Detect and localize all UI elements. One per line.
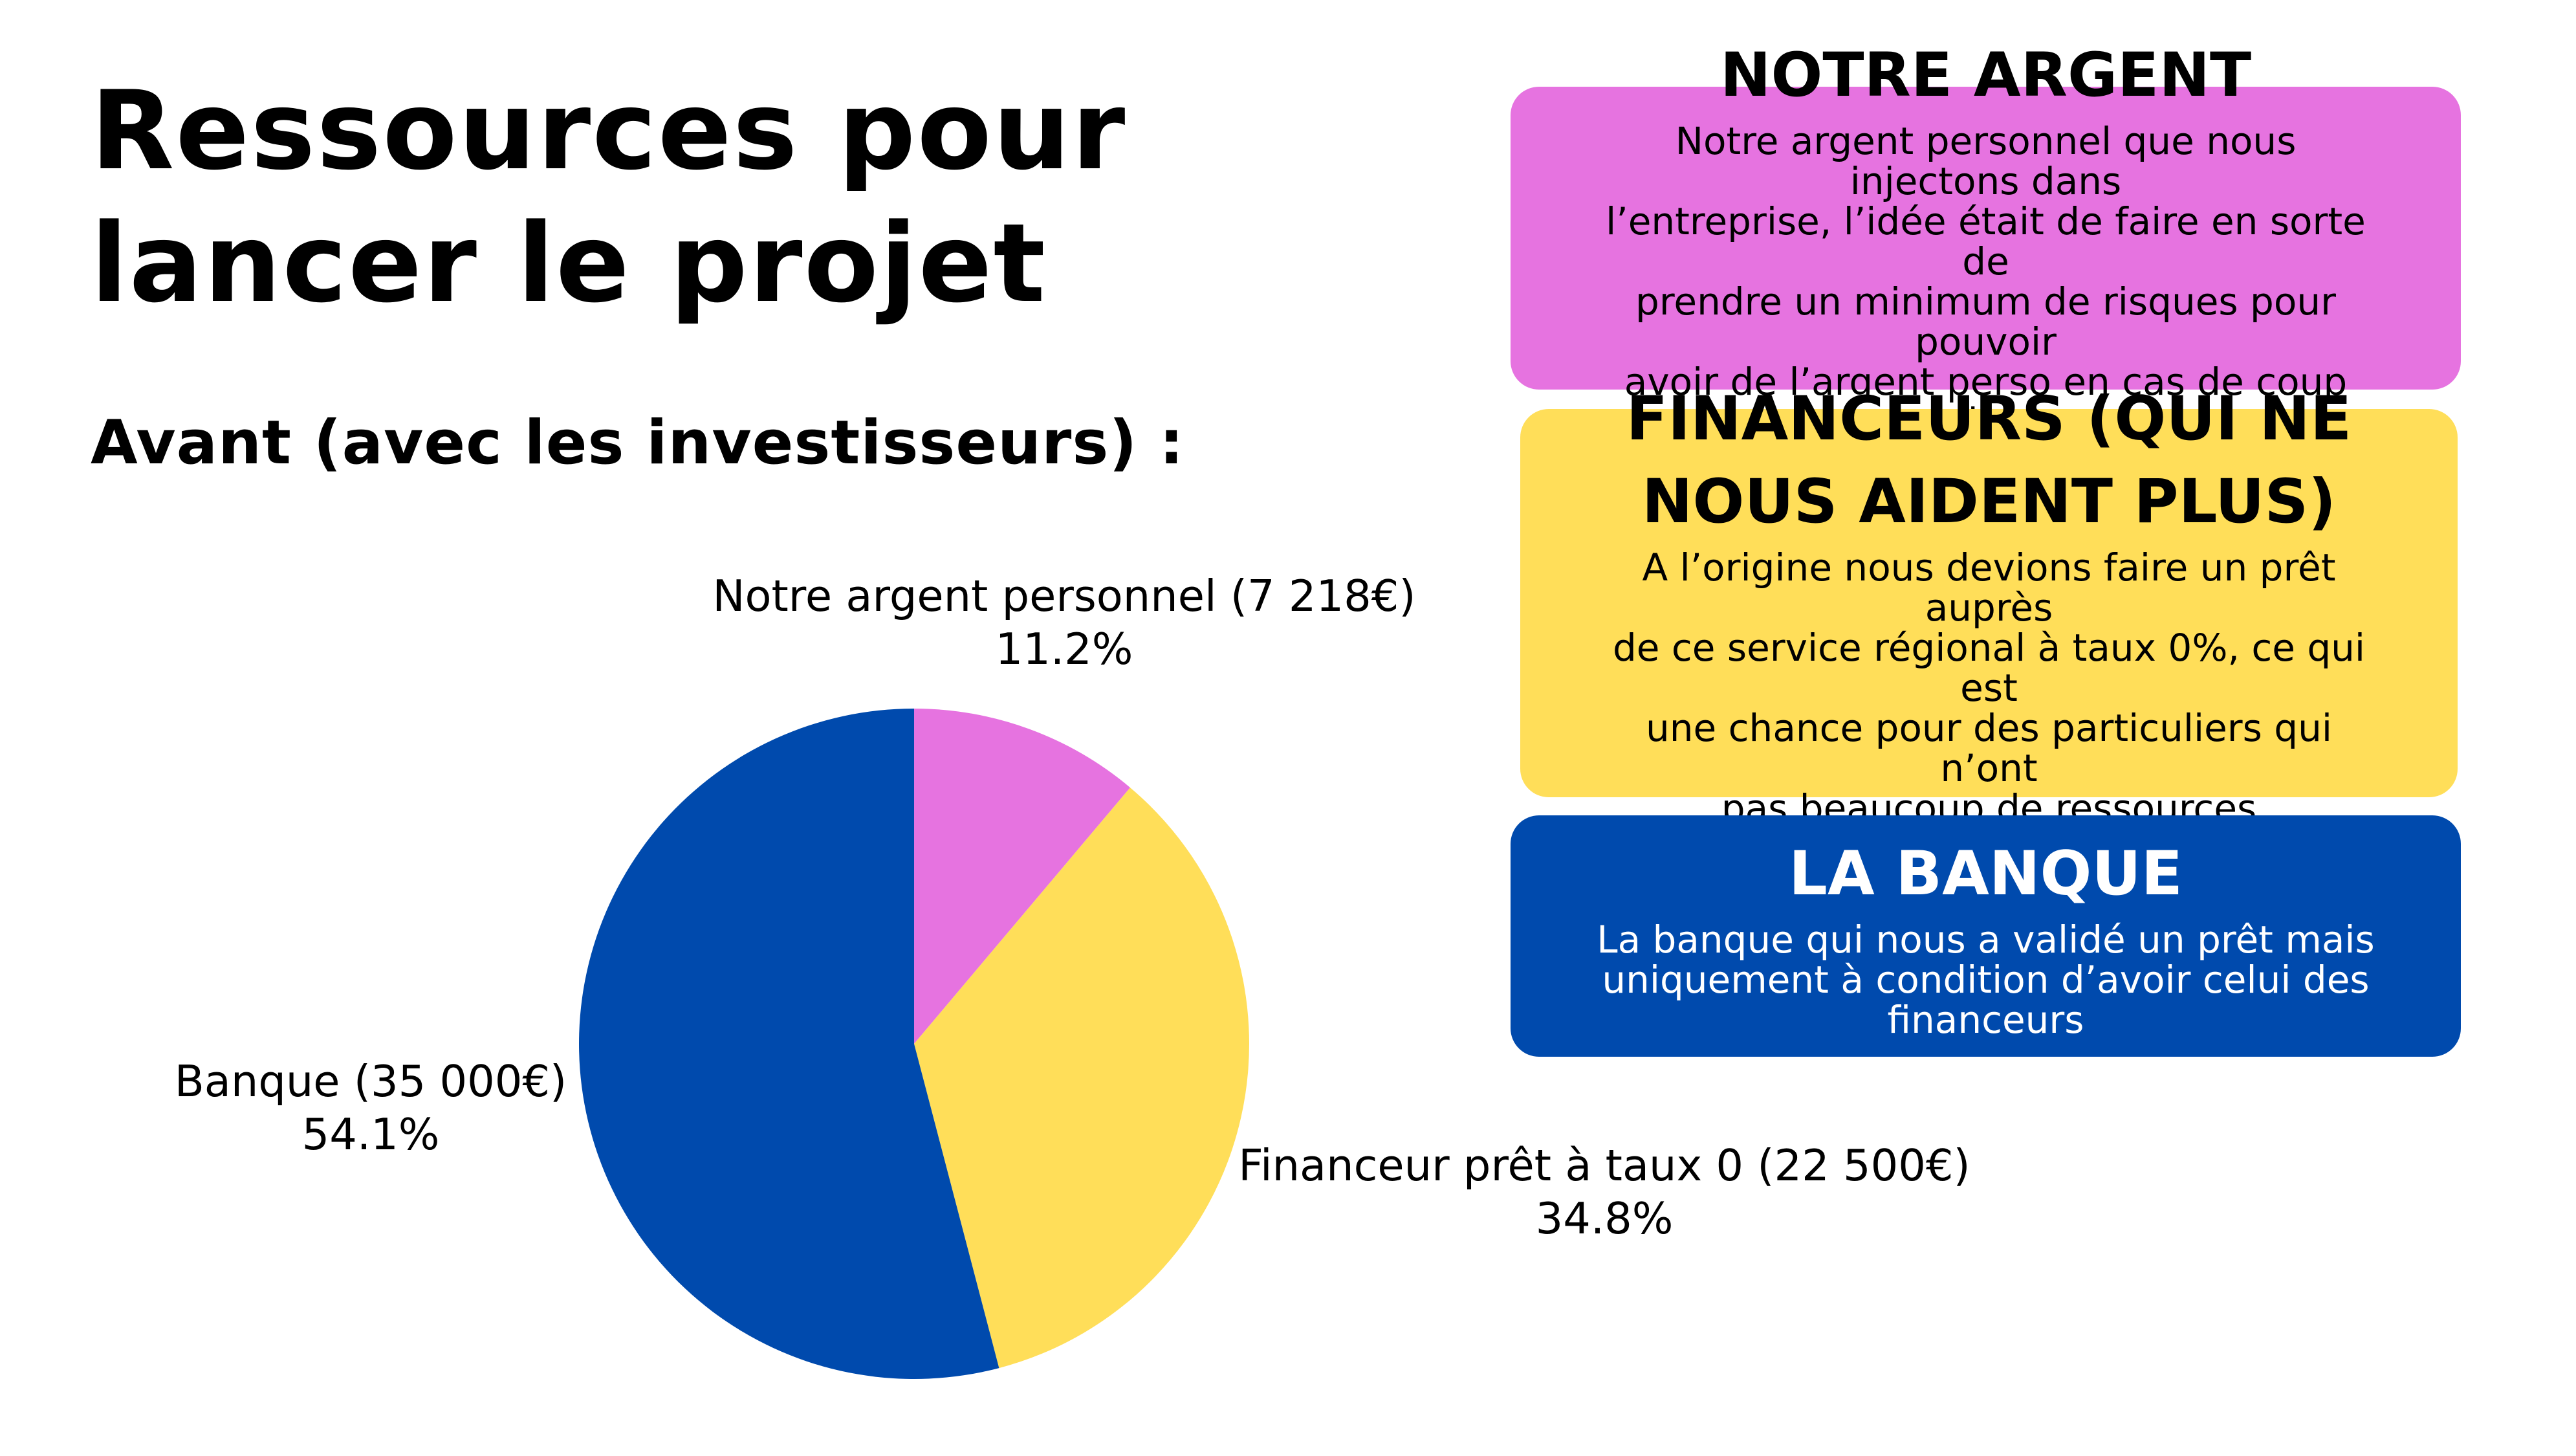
card-financeurs-line-1: A l’origine nous devions faire un prêt a… (1642, 546, 2336, 630)
pie-label-financeur: Financeur prêt à taux 0 (22 500€) 34.8% (1238, 1139, 1970, 1245)
card-financeurs-line-3: une chance pour des particuliers qui n’o… (1646, 706, 2332, 790)
pie-label-personal-percent: 11.2% (995, 624, 1133, 674)
pie-label-banque-percent: 54.1% (301, 1109, 440, 1160)
card-financeurs-title: FINANCEURS (QUI NE NOUS AIDENT PLUS) (1626, 378, 2352, 544)
card-notre-argent-line-1: Notre argent personnel que nous injecton… (1675, 119, 2297, 203)
page-title-line-2: lancer le projet (91, 200, 1047, 327)
pie-label-financeur-percent: 34.8% (1535, 1193, 1674, 1244)
card-notre-argent-line-2: l’entreprise, l’idée était de faire en s… (1606, 199, 2366, 283)
pie-slice-banque (578, 709, 999, 1379)
card-la-banque-body: La banque qui nous a validé un prêt mais… (1597, 920, 2374, 1040)
pie-label-personal-name: Notre argent personnel (7 218€) (712, 571, 1416, 621)
pie-slice-financeur (914, 788, 1249, 1369)
card-la-banque: LA BANQUE La banque qui nous a validé un… (1511, 815, 2461, 1057)
chart-subtitle: Avant (avec les investisseurs) : (91, 408, 1184, 478)
card-notre-argent-title: NOTRE ARGENT (1719, 40, 2252, 111)
card-la-banque-line-1: La banque qui nous a validé un prêt mais (1597, 917, 2375, 962)
card-notre-argent-line-4: avoir de l’argent perso en cas de coup d… (1624, 360, 2348, 442)
pie-slice-personal (914, 709, 1131, 1044)
card-financeurs-title-line-2: NOUS AIDENT PLUS) (1641, 467, 2337, 537)
card-la-banque-line-2: uniquement à condition d’avoir celui des (1602, 957, 2370, 1002)
pie-label-financeur-name: Financeur prêt à taux 0 (22 500€) (1238, 1140, 1970, 1191)
card-financeurs-title-line-1: FINANCEURS (QUI NE (1626, 384, 2352, 454)
page-title: Ressources pour lancer le projet (91, 65, 1126, 330)
card-financeurs-body: A l’origine nous devions faire un prêt a… (1598, 547, 2380, 828)
card-financeurs-line-2: de ce service régional à taux 0%, ce qui… (1612, 626, 2366, 710)
pie-label-personal: Notre argent personnel (7 218€) 11.2% (712, 569, 1415, 676)
card-financeurs: FINANCEURS (QUI NE NOUS AIDENT PLUS) A l… (1520, 384, 2458, 828)
card-la-banque-title: LA BANQUE (1789, 838, 2183, 909)
card-la-banque-line-3: financeurs (1887, 997, 2084, 1042)
pie-label-banque-name: Banque (35 000€) (174, 1056, 567, 1107)
page-title-line-1: Ressources pour (91, 67, 1127, 194)
card-notre-argent-body: Notre argent personnel que nous injecton… (1588, 121, 2383, 442)
card-notre-argent-line-3: prendre un minimum de risques pour pouvo… (1635, 280, 2336, 364)
card-notre-argent: NOTRE ARGENT Notre argent personnel que … (1511, 40, 2461, 442)
pie-label-banque: Banque (35 000€) 54.1% (175, 1055, 567, 1161)
